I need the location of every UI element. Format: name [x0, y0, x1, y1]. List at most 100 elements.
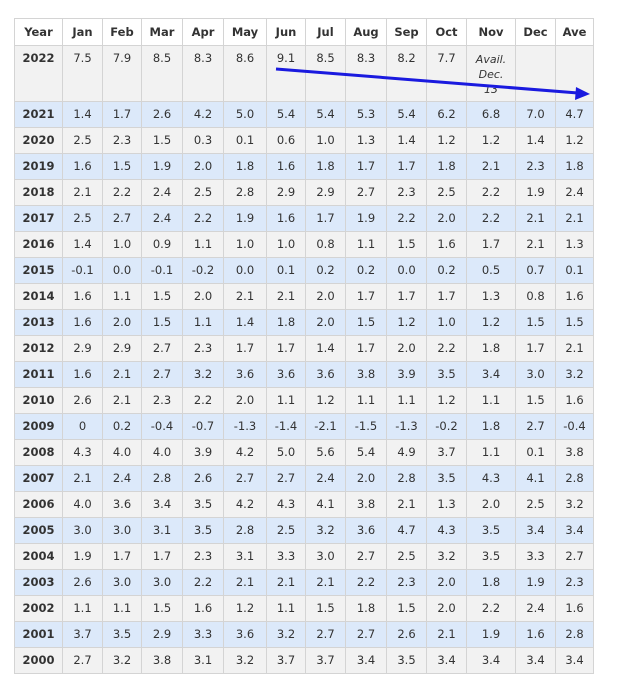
value-cell: 2.0: [426, 595, 467, 622]
value-cell: 1.7: [426, 283, 467, 310]
value-cell: 1.6: [62, 283, 103, 310]
value-cell: 3.4: [141, 491, 183, 518]
value-cell: 3.8: [345, 361, 387, 388]
value-cell: 2.1: [386, 491, 427, 518]
value-cell: -0.1: [141, 257, 183, 284]
value-cell: 2.7: [555, 543, 594, 570]
table-row: 2000 2.7 3.2 3.8 3.1 3.2 3.7 3.7 3.4 3.5 3.4 3.4 3.4…: [14, 647, 594, 674]
value-cell: [555, 45, 594, 102]
inflation-table-container: Year Jan Feb Mar Apr May Jun Jul Aug Sep Oct Nov Dec…: [14, 18, 594, 674]
value-cell: -0.1: [62, 257, 103, 284]
value-cell: 2.5: [386, 543, 427, 570]
value-cell: 2.0: [223, 387, 267, 414]
column-header-aug: Aug: [345, 18, 387, 46]
column-header-apr: Apr: [182, 18, 224, 46]
value-cell: 8.5: [305, 45, 346, 102]
value-cell: [515, 45, 556, 102]
value-cell: 3.2: [555, 491, 594, 518]
value-cell: 1.2: [386, 309, 427, 336]
value-cell: 2.7: [305, 621, 346, 648]
value-cell: 4.7: [555, 101, 594, 128]
value-cell: 0.9: [141, 231, 183, 258]
table-body: 2022 7.5 7.9 8.5 8.3 8.6 9.1 8.5 8.3 8.2 7.7 Avail.…: [14, 45, 594, 674]
value-cell: 0.5: [466, 257, 516, 284]
value-cell: 2.1: [266, 569, 306, 596]
value-cell: 1.5: [141, 309, 183, 336]
value-cell: 1.1: [466, 439, 516, 466]
value-cell: 2.0: [426, 569, 467, 596]
value-cell: 3.5: [386, 647, 427, 674]
column-header-sep: Sep: [386, 18, 427, 46]
value-cell: 1.1: [386, 387, 427, 414]
value-cell: 0.8: [305, 231, 346, 258]
table-row: 2003 2.6 3.0 3.0 2.2 2.1 2.1 2.1 2.2 2.3 2.0 1.8 1.9…: [14, 569, 594, 596]
value-cell: 3.8: [555, 439, 594, 466]
value-cell: 0.8: [515, 283, 556, 310]
year-cell: 2006: [14, 491, 63, 518]
value-cell: 5.4: [305, 101, 346, 128]
table-row: 2007 2.1 2.4 2.8 2.6 2.7 2.7 2.4 2.0 2.8 3.5 4.3 4.1…: [14, 465, 594, 492]
value-cell: 8.3: [345, 45, 387, 102]
table-row: 2002 1.1 1.1 1.5 1.6 1.2 1.1 1.5 1.8 1.5 2.0 2.2 2.4…: [14, 595, 594, 622]
value-cell: 3.6: [345, 517, 387, 544]
table-row: 2017 2.5 2.7 2.4 2.2 1.9 1.6 1.7 1.9 2.2 2.0 2.2 2.1…: [14, 205, 594, 232]
value-cell: 1.5: [345, 309, 387, 336]
value-cell: 2.1: [466, 153, 516, 180]
table-row: 2022 7.5 7.9 8.5 8.3 8.6 9.1 8.5 8.3 8.2 7.7 Avail.…: [14, 45, 594, 102]
value-cell: 3.1: [223, 543, 267, 570]
column-header-feb: Feb: [102, 18, 142, 46]
value-cell: 3.7: [62, 621, 103, 648]
value-cell: -0.4: [141, 413, 183, 440]
year-cell: 2013: [14, 309, 63, 336]
value-cell: 0.7: [515, 257, 556, 284]
value-cell: -2.1: [305, 413, 346, 440]
value-cell: 0.2: [345, 257, 387, 284]
value-cell: 2.3: [141, 387, 183, 414]
value-cell: 3.5: [426, 465, 467, 492]
value-cell: 2.3: [182, 543, 224, 570]
value-cell: 3.2: [266, 621, 306, 648]
value-cell: 1.7: [466, 231, 516, 258]
year-cell: 2012: [14, 335, 63, 362]
value-cell: -0.4: [555, 413, 594, 440]
value-cell: 2.5: [62, 127, 103, 154]
value-cell: 2.9: [141, 621, 183, 648]
value-cell: 2.8: [223, 517, 267, 544]
value-cell: 2.4: [515, 595, 556, 622]
column-header-year: Year: [14, 18, 63, 46]
value-cell: 2.1: [62, 179, 103, 206]
table-row: 2013 1.6 2.0 1.5 1.1 1.4 1.8 2.0 1.5 1.2 1.0 1.2 1.5…: [14, 309, 594, 336]
value-cell: 2.2: [426, 335, 467, 362]
value-cell: -1.3: [223, 413, 267, 440]
value-cell: 3.0: [141, 569, 183, 596]
value-cell: 1.5: [141, 127, 183, 154]
value-cell: 1.8: [266, 309, 306, 336]
value-cell: 1.9: [141, 153, 183, 180]
value-cell: 1.6: [426, 231, 467, 258]
value-cell: 2.1: [426, 621, 467, 648]
year-cell: 2018: [14, 179, 63, 206]
value-cell: 3.2: [555, 361, 594, 388]
value-cell: 0.0: [223, 257, 267, 284]
value-cell: 0.1: [266, 257, 306, 284]
value-cell: 3.4: [345, 647, 387, 674]
value-cell: 1.2: [223, 595, 267, 622]
value-cell: 0.2: [426, 257, 467, 284]
value-cell: 8.3: [182, 45, 224, 102]
value-cell: 1.5: [555, 309, 594, 336]
column-header-jan: Jan: [62, 18, 103, 46]
value-cell: 2.1: [223, 283, 267, 310]
value-cell: 3.2: [305, 517, 346, 544]
value-cell: 2.5: [426, 179, 467, 206]
value-cell: 1.8: [305, 153, 346, 180]
value-cell: 6.8: [466, 101, 516, 128]
value-cell: 3.6: [266, 361, 306, 388]
value-cell: 8.5: [141, 45, 183, 102]
value-cell: 4.1: [515, 465, 556, 492]
table-row: 2005 3.0 3.0 3.1 3.5 2.8 2.5 3.2 3.6 4.7 4.3 3.5 3.4…: [14, 517, 594, 544]
value-cell: 2.0: [305, 309, 346, 336]
value-cell: 3.4: [466, 361, 516, 388]
value-cell: 7.5: [62, 45, 103, 102]
value-cell: 2.8: [141, 465, 183, 492]
value-cell: 1.4: [386, 127, 427, 154]
